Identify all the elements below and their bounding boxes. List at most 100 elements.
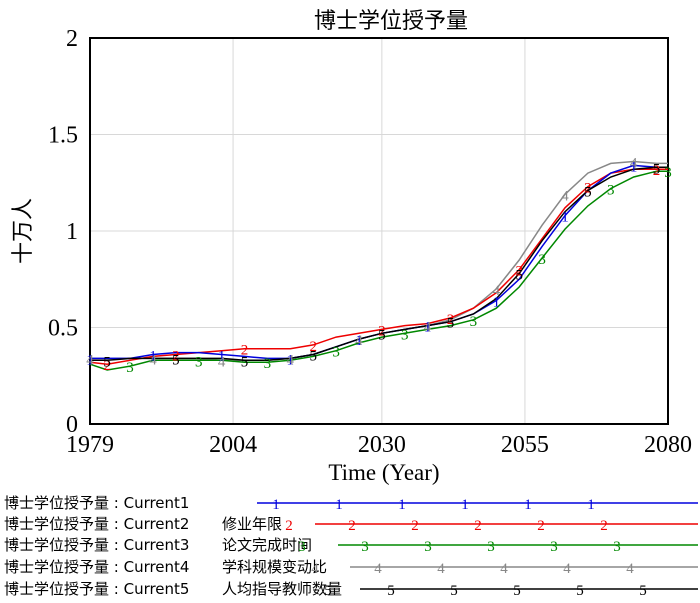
series-marker-2: 2 — [584, 181, 592, 197]
series-marker-3: 3 — [195, 354, 203, 370]
legend-marker-5: 5 — [450, 583, 458, 599]
series-marker-3: 3 — [126, 360, 134, 376]
series-marker-5: 5 — [309, 349, 317, 365]
series-marker-4: 4 — [355, 333, 363, 349]
legend-marker-4: 4 — [500, 561, 508, 577]
y-tick-label: 0 — [66, 412, 78, 438]
series-marker-5: 5 — [653, 161, 661, 177]
legend-label-4: 博士学位授予量 : Current4 — [4, 558, 189, 576]
legend-marker-1: 1 — [335, 497, 343, 513]
legend-sublabel-3: 论文完成时间 — [222, 536, 312, 554]
x-tick-label: 2004 — [209, 432, 257, 458]
legend-sublabel-2: 修业年限 — [222, 515, 282, 533]
series-marker-3: 3 — [332, 345, 340, 361]
series-marker-4: 4 — [630, 156, 638, 172]
y-tick-label: 2 — [66, 26, 78, 52]
y-axis-label: 十万人 — [11, 198, 36, 264]
legend-marker-3: 3 — [424, 539, 432, 555]
legend-marker-5: 5 — [576, 583, 584, 599]
legend-marker-4: 4 — [311, 561, 319, 577]
legend-sublabel-5: 人均指导教师数量 — [222, 580, 342, 598]
series-marker-1: 1 — [630, 159, 638, 175]
series-marker-5: 5 — [241, 354, 249, 370]
series-marker-3: 3 — [538, 252, 546, 268]
legend-marker-1: 1 — [272, 497, 280, 513]
series-marker-4: 4 — [149, 352, 157, 368]
series-marker-2: 2 — [447, 312, 455, 328]
series-marker-5: 5 — [447, 316, 455, 332]
legend-sublabel-4: 学科规模变动比 — [222, 558, 327, 576]
grid — [90, 38, 668, 424]
y-tick-label: 1.5 — [48, 123, 78, 149]
series-marker-2: 2 — [515, 264, 523, 280]
legend-marker-2: 2 — [285, 518, 293, 534]
series-marker-1: 1 — [561, 210, 569, 226]
series-marker-4: 4 — [287, 352, 295, 368]
series-marker-3: 3 — [401, 327, 409, 343]
legend-marker-3: 3 — [613, 539, 621, 555]
series-marker-1: 1 — [86, 352, 94, 368]
series-marker-5: 5 — [378, 327, 386, 343]
legend-marker-2: 2 — [600, 518, 608, 534]
series-marker-2: 2 — [309, 339, 317, 355]
series-line-2 — [89, 168, 668, 365]
series-marker-4: 4 — [424, 320, 432, 336]
y-tick-labels: 0 0.5 1 1.5 2 — [48, 26, 78, 438]
chart-title: 博士学位授予量 — [314, 9, 468, 34]
legend-marker-5: 5 — [387, 583, 395, 599]
legend-label-2: 博士学位授予量 : Current2 — [4, 515, 189, 533]
series-marker-4: 4 — [218, 354, 226, 370]
legend: 博士学位授予量 : Current1 1 1 1 1 1 1 博士学位授予量 : Curren… — [4, 494, 698, 599]
legend-marker-4: 4 — [563, 561, 571, 577]
legend-marker-4: 4 — [374, 561, 382, 577]
legend-marker-5: 5 — [324, 583, 332, 599]
x-axis-label: Time (Year) — [328, 460, 439, 485]
series-marker-5: 5 — [584, 184, 592, 200]
legend-marker-1: 1 — [398, 497, 406, 513]
series-marker-1: 1 — [424, 320, 432, 336]
series-marker-3: 3 — [607, 183, 615, 199]
series-marker-3: 3 — [470, 314, 478, 330]
series-marker-5: 5 — [515, 267, 523, 283]
series-line-5 — [90, 166, 668, 362]
series-marker-3: 3 — [664, 165, 672, 181]
x-tick-label: 2080 — [644, 432, 692, 458]
legend-label-5: 博士学位授予量 : Current5 — [4, 580, 189, 598]
x-tick-label: 1979 — [66, 432, 114, 458]
legend-marker-3: 3 — [487, 539, 495, 555]
x-tick-labels: 1979 2004 2030 2055 2080 — [66, 432, 692, 458]
legend-marker-4: 4 — [626, 561, 634, 577]
legend-marker-2: 2 — [348, 518, 356, 534]
series-marker-5: 5 — [172, 352, 180, 368]
y-tick-label: 1 — [66, 219, 78, 245]
legend-marker-3: 3 — [550, 539, 558, 555]
x-tick-label: 2055 — [501, 432, 549, 458]
legend-label-1: 博士学位授予量 : Current1 — [4, 494, 189, 512]
series-marker-1: 1 — [355, 333, 363, 349]
legend-label-3: 博士学位授予量 : Current3 — [4, 536, 189, 554]
legend-marker-1: 1 — [524, 497, 532, 513]
series-marker-1: 1 — [287, 352, 295, 368]
legend-marker-1: 1 — [461, 497, 469, 513]
legend-marker-2: 2 — [474, 518, 482, 534]
series-marker-2: 2 — [378, 323, 386, 339]
series-marker-4: 4 — [561, 188, 569, 204]
series-line-3 — [89, 170, 668, 371]
series-marker-2: 2 — [172, 349, 180, 365]
series-marker-5: 5 — [103, 354, 111, 370]
series-marker-4: 4 — [86, 352, 94, 368]
legend-marker-2: 2 — [537, 518, 545, 534]
series-marker-1: 1 — [493, 294, 501, 310]
legend-marker-3: 3 — [298, 539, 306, 555]
series-marker-2: 2 — [103, 358, 111, 374]
plot-frame — [89, 37, 669, 425]
legend-marker-5: 5 — [513, 583, 521, 599]
series-marker-4: 4 — [493, 283, 501, 299]
y-tick-label: 0.5 — [48, 316, 78, 342]
series-marker-3: 3 — [264, 356, 272, 372]
series-marker-2: 2 — [653, 163, 661, 179]
legend-marker-4: 4 — [437, 561, 445, 577]
